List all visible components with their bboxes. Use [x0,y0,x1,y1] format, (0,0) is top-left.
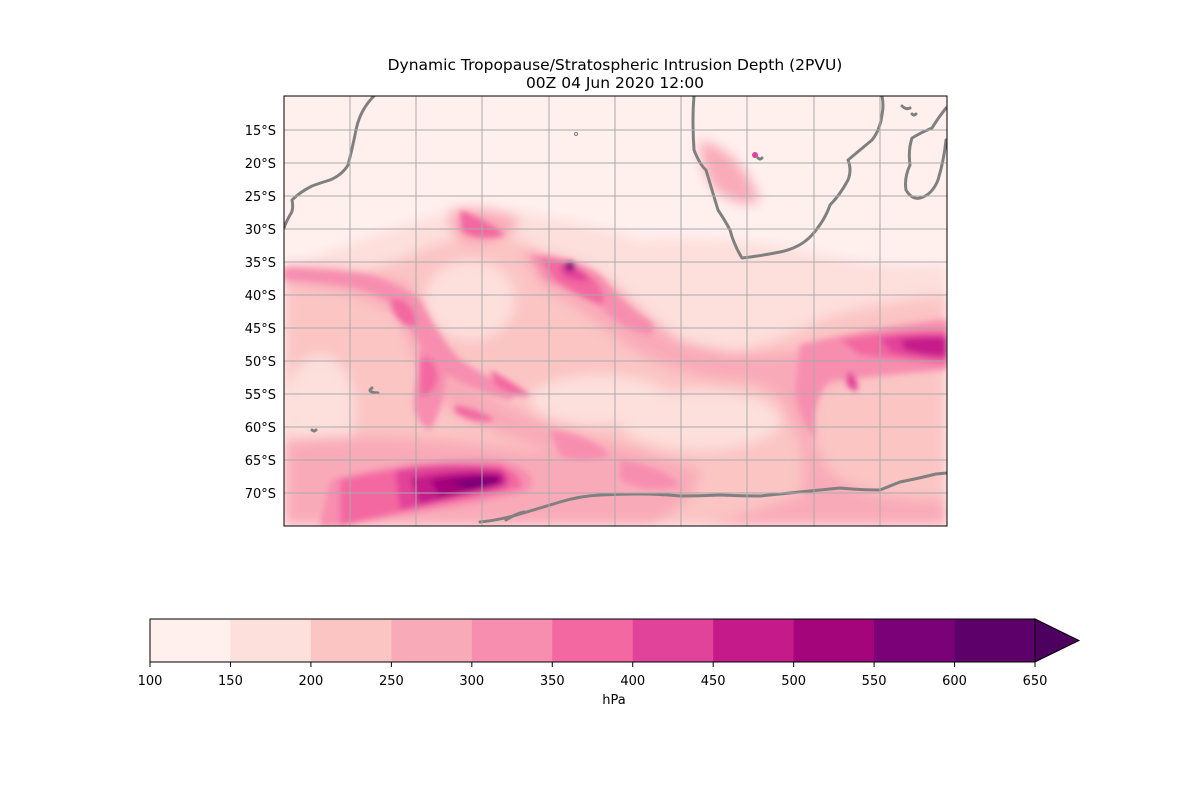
colorbar-swatch [391,619,473,662]
colorbar-ticks [149,662,1036,667]
map-subtitle: 00Z 04 Jun 2020 12:00 [526,74,704,92]
island-marker [574,132,578,136]
colorbar-swatch [954,619,1036,662]
colorbar-swatch [632,619,714,662]
map-gridlines [284,96,947,526]
colorbar-swatch [471,619,553,662]
colorbar-tick-label: 550 [862,674,887,689]
colorbar-unit-label: hPa [602,693,625,708]
lat-label: 30°S [245,223,276,238]
colorbar-tick-label: 200 [298,674,323,689]
colorbar-tick-label: 150 [218,674,243,689]
colorbar-tick-label: 300 [459,674,484,689]
lat-label: 40°S [245,289,276,304]
lat-label: 50°S [245,355,276,370]
latitude-labels: 15°S 20°S 25°S 30°S 35°S 40°S 45°S 50°S … [245,124,276,502]
colorbar-outline [149,618,1036,663]
lat-label: 45°S [245,322,276,337]
colorbar-swatch [150,619,231,662]
lat-label: 25°S [245,190,276,205]
colorbar-tick-label: 450 [701,674,726,689]
colorbar-swatches [149,618,1081,663]
colorbar-swatch [713,619,795,662]
colorbar-tick-label: 500 [781,674,806,689]
lat-label: 70°S [245,487,276,502]
colorbar-swatch [874,619,956,662]
colorbar-tick-labels: 100 150 200 250 300 350 400 450 500 550 600 650 [138,674,1048,689]
colorbar-extend-arrow [1034,618,1081,663]
colorbar-swatch [310,619,392,662]
lat-label: 60°S [245,421,276,436]
colorbar-swatch [230,619,312,662]
lat-label: 55°S [245,388,276,403]
map-frame [283,95,948,527]
colorbar-tick-label: 650 [1023,674,1048,689]
hotspot-marker [752,152,758,158]
map-title: Dynamic Tropopause/Stratospheric Intrusi… [388,56,843,74]
colorbar-swatch [793,619,875,662]
lat-label: 20°S [245,157,276,172]
colorbar-swatch [552,619,634,662]
stratospheric-intrusion-field [284,96,947,526]
colorbar-tick-label: 600 [942,674,967,689]
lat-label: 15°S [245,124,276,139]
lat-label: 65°S [245,454,276,469]
colorbar-tick-label: 100 [138,674,163,689]
lat-label: 35°S [245,256,276,271]
colorbar-tick-label: 350 [540,674,565,689]
colorbar: 100 150 200 250 300 350 400 450 500 550 600 650 hPa [138,618,1081,708]
colorbar-tick-label: 250 [379,674,404,689]
colorbar-tick-label: 400 [620,674,645,689]
